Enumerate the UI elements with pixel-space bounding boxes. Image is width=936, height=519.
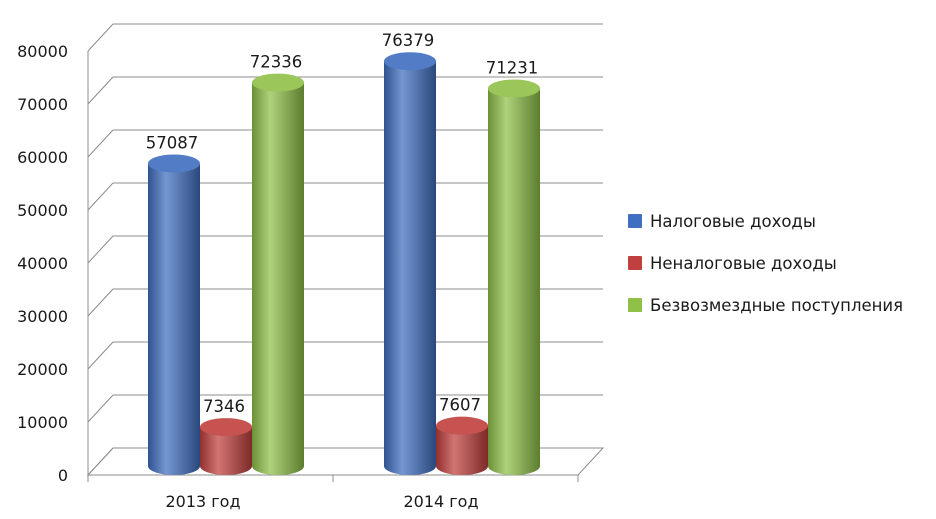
- legend-swatch: [628, 214, 642, 228]
- y-tick-label: 50000: [17, 201, 68, 220]
- wall-gridline-60000: [87, 129, 114, 158]
- wall-gridline-40000: [87, 235, 114, 264]
- y-axis-tick-labels: 0 10000 20000 30000 40000 50000 60000 70000 8000…: [17, 42, 68, 485]
- y-tick-label: 20000: [17, 360, 68, 379]
- bar-body: [252, 82, 304, 475]
- y-tick-label: 80000: [17, 42, 68, 61]
- x-tick-label: 2013 год: [165, 492, 240, 511]
- bar-top: [436, 416, 488, 435]
- bar-top: [384, 52, 436, 71]
- x-axis-tick-labels: 2013 год 2014 год: [165, 492, 478, 511]
- data-label: 7346: [203, 397, 245, 416]
- x-tick-label: 2014 год: [403, 492, 478, 511]
- bar-body: [384, 61, 436, 476]
- legend-item: Безвозмездные поступления: [628, 294, 936, 316]
- bar-2-1: 7346: [200, 397, 252, 475]
- legend-item: Неналоговые доходы: [628, 252, 936, 274]
- legend-swatch: [628, 298, 642, 312]
- bar-1-1: 57087: [146, 133, 200, 475]
- bar-top: [488, 79, 540, 98]
- wall-gridline-50000: [87, 182, 114, 211]
- bar-3-1: 72336: [250, 53, 304, 475]
- wall-gridline-70000: [87, 76, 114, 105]
- legend: Налоговые доходы Неналоговые доходы Безвоз…: [628, 210, 936, 336]
- data-label: 7607: [439, 396, 481, 415]
- wall-gridline-20000: [87, 341, 114, 370]
- bar-body: [200, 427, 252, 475]
- wall-gridline-10000: [87, 394, 114, 423]
- bar-body: [148, 163, 200, 475]
- y-tick-label: 60000: [17, 148, 68, 167]
- bar-top: [148, 154, 200, 173]
- bar-top: [200, 418, 252, 437]
- bar-body: [488, 88, 540, 475]
- bar-body: [436, 425, 488, 475]
- bars: 57087 7346 72336 76379 7607 71231: [146, 31, 540, 476]
- y-tick-label: 70000: [17, 95, 68, 114]
- bar-3-2: 71231: [486, 58, 540, 475]
- y-tick-label: 30000: [17, 307, 68, 326]
- y-tick-label: 0: [58, 466, 68, 485]
- bar-1-2: 76379: [382, 31, 436, 476]
- wall-gridline-30000: [87, 288, 114, 317]
- data-label: 72336: [250, 53, 303, 72]
- legend-label: Налоговые доходы: [650, 211, 816, 231]
- bar-top: [252, 73, 304, 92]
- legend-swatch: [628, 256, 642, 270]
- wall-gridline-80000: [87, 23, 114, 52]
- bar-2-2: 7607: [436, 396, 488, 475]
- chart-floor: [86, 447, 605, 476]
- legend-item: Налоговые доходы: [628, 210, 936, 232]
- legend-label: Безвозмездные поступления: [650, 295, 904, 315]
- legend-label: Неналоговые доходы: [650, 253, 837, 273]
- data-label: 71231: [486, 58, 539, 77]
- y-tick-label: 10000: [17, 413, 68, 432]
- axes: [86, 51, 605, 482]
- y-tick-label: 40000: [17, 254, 68, 273]
- data-label: 57087: [146, 133, 199, 152]
- data-label: 76379: [382, 31, 435, 50]
